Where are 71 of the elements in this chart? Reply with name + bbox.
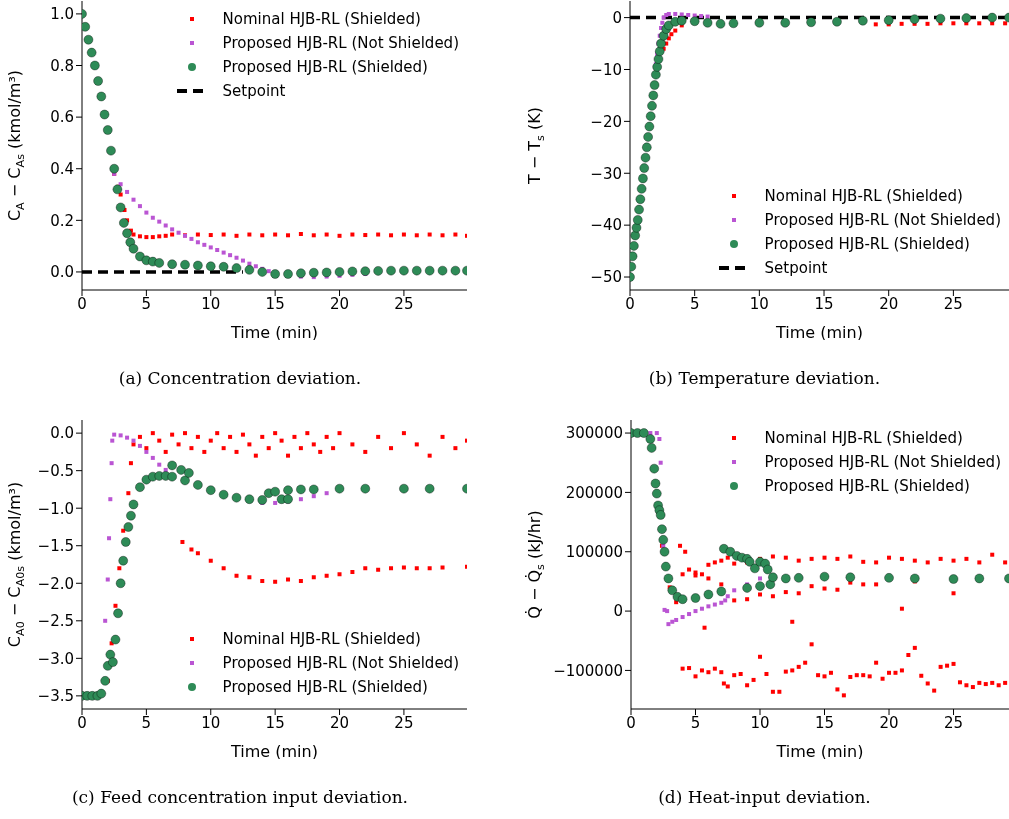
x-tick-label: 5 [690,713,701,732]
y-tick-label: −1.5 [37,537,74,556]
x-axis-title: Time (min) [230,323,318,342]
y-tick-label: 0 [612,8,622,27]
x-tick-label: 25 [943,294,963,313]
legend-label: Setpoint [222,81,286,102]
x-axis-title: Time (min) [775,742,864,761]
y-tick-label: −50 [590,268,622,287]
x-tick-label: 0 [77,294,87,313]
legend-label: Setpoint [764,258,828,279]
y-tick-label: −3.0 [37,649,74,668]
x-tick-label: 15 [265,294,285,313]
text: (c) Feed concentration input deviation. [70,787,410,807]
x-tick-label: 20 [329,713,350,732]
y-tick-label: 0.0 [50,263,74,282]
legend-label: Proposed HJB-RL (Shielded) [764,476,970,497]
y-tick-label: −20 [590,112,622,131]
y-tick-label: −30 [590,164,622,183]
x-tick-label: 25 [943,713,964,732]
x-tick-label: 10 [750,713,770,732]
y-tick-label: −0.5 [37,461,74,480]
x-tick-label: 15 [814,713,835,732]
y-tick-label: 0 [613,602,623,621]
x-tick-label: 10 [201,294,221,313]
y-tick-label: −100000 [553,661,623,680]
y-tick-label: 0.2 [50,211,74,230]
x-tick-label: 20 [879,713,899,732]
text: (d) Heat-input deviation. [657,787,872,807]
x-tick-label: 10 [201,713,221,732]
y-tick-label: −3.5 [37,687,74,706]
x-tick-label: 5 [141,713,152,732]
y-tick-label: −10 [590,60,622,79]
legend-label: Nominal HJB-RL (Shielded) [764,186,963,207]
y-tick-label: 300000 [565,424,623,443]
legend-label: Nominal HJB-RL (Shielded) [222,9,421,30]
y-tick-label: −2.0 [37,574,74,593]
x-tick-label: 15 [265,713,285,732]
legend-label: Proposed HJB-RL (Not Shielded) [222,653,459,674]
x-tick-label: 15 [814,294,834,313]
x-tick-label: 0 [625,294,635,313]
x-tick-label: 5 [689,294,700,313]
legend-label: Proposed HJB-RL (Not Shielded) [764,210,1001,231]
y-tick-label: 0.4 [50,160,74,179]
x-tick-label: 25 [394,713,414,732]
legend-label: Nominal HJB-RL (Shielded) [764,428,963,449]
x-tick-label: 0 [626,713,636,732]
x-tick-label: 10 [749,294,769,313]
legend-label: Proposed HJB-RL (Not Shielded) [222,33,459,54]
legend-label: Proposed HJB-RL (Shielded) [222,57,428,78]
x-axis-title: Time (min) [230,742,318,761]
x-tick-label: 20 [329,294,350,313]
x-tick-label: 5 [141,294,152,313]
y-tick-label: −2.5 [37,612,74,631]
y-tick-label: 200000 [565,483,623,502]
y-tick-label: −40 [590,216,622,235]
y-tick-label: 0.6 [50,108,74,127]
text: (a) Concentration deviation. [117,368,363,388]
legend-label: Proposed HJB-RL (Shielded) [222,677,428,698]
x-tick-label: 0 [77,713,87,732]
y-tick-label: 0.8 [50,56,74,75]
y-tick-label: 100000 [565,543,623,562]
y-tick-label: 0.0 [50,424,74,443]
x-tick-label: 20 [879,294,899,313]
text: (b) Temperature deviation. [647,368,882,388]
legend-label: Nominal HJB-RL (Shielded) [222,629,421,650]
y-tick-label: 1.0 [50,5,74,24]
y-tick-label: −1.0 [37,499,74,518]
x-tick-label: 25 [394,294,414,313]
legend-label: Proposed HJB-RL (Not Shielded) [764,452,1001,473]
legend-label: Proposed HJB-RL (Shielded) [764,234,970,255]
x-axis-title: Time (min) [775,323,863,342]
